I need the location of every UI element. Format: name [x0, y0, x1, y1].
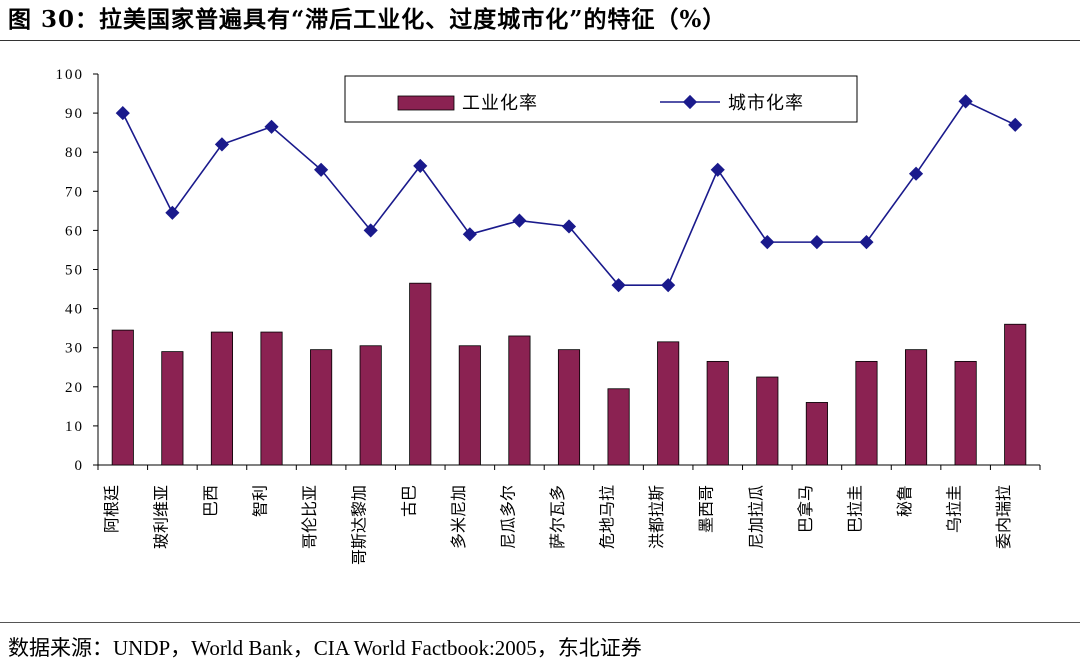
category-label: 玻利维亚	[151, 485, 170, 549]
category-label: 萨尔瓦多	[548, 485, 567, 549]
y-tick-label: 40	[65, 302, 84, 318]
bar	[458, 345, 481, 466]
y-tick-label: 60	[65, 223, 84, 239]
line-series	[115, 94, 1023, 293]
line-point-marker	[413, 158, 428, 173]
category-label: 危地马拉	[598, 485, 617, 549]
y-tick-label: 70	[65, 184, 84, 200]
chart-axes: 0 10 20 30 40 50 60 70 80 90 100	[56, 67, 1041, 474]
y-tick-label: 100	[56, 67, 85, 83]
category-label: 尼加拉瓜	[746, 485, 765, 549]
bar	[904, 349, 928, 466]
line-point-marker	[859, 235, 874, 250]
category-labels: 阿根廷 玻利维亚 巴西 智利 哥伦比亚 哥斯达黎加 古巴 多米尼加 尼瓜多尔 萨尔瓦多 危地马拉 洪都…	[102, 485, 1013, 565]
bar	[706, 360, 729, 466]
category-label: 哥斯达黎加	[350, 485, 369, 565]
category-label: 智利	[251, 485, 270, 517]
category-label: 古巴	[399, 485, 418, 517]
line-point-marker	[809, 235, 824, 250]
category-label: 洪都拉斯	[647, 485, 666, 549]
legend-line-marker	[682, 94, 698, 110]
bar	[359, 345, 382, 466]
category-label: 墨西哥	[697, 485, 716, 533]
line-point-marker	[165, 205, 180, 220]
line-point-marker	[1008, 117, 1023, 132]
series-line	[122, 100, 1016, 286]
bar	[508, 335, 531, 466]
source-note: 数据来源：UNDP，World Bank，CIA World Factbook:…	[8, 636, 642, 660]
category-label: 多米尼加	[449, 485, 468, 549]
bar	[260, 331, 283, 466]
line-point-marker	[363, 223, 378, 238]
y-tick-label: 20	[65, 380, 84, 396]
legend-bar-label: 工业化率	[462, 93, 538, 114]
category-label: 尼瓜多尔	[498, 485, 517, 549]
chart: 0 10 20 30 40 50 60 70 80 90 100 阿根廷 玻利维亚 巴西 智利 哥伦比亚 哥斯…	[56, 67, 1041, 565]
category-label: 乌拉圭	[945, 485, 964, 533]
bar	[1004, 323, 1027, 466]
category-label: 哥伦比亚	[300, 485, 319, 549]
bar	[855, 360, 878, 466]
figure-title: 图 30：拉美国家普遍具有“滞后工业化、过度城市化”的特征（%）	[8, 6, 727, 33]
title-rule	[0, 40, 1080, 41]
y-tick-label: 80	[65, 145, 84, 161]
category-label: 巴拉圭	[845, 485, 864, 533]
bar	[954, 360, 977, 466]
bar	[310, 349, 333, 466]
line-point-marker	[512, 213, 527, 228]
bar	[607, 388, 630, 466]
legend-line-label: 城市化率	[728, 93, 804, 114]
y-tick-label: 0	[75, 458, 85, 474]
category-label: 阿根廷	[102, 485, 121, 533]
line-point-marker	[462, 227, 477, 242]
bar	[409, 282, 432, 466]
y-tick-label: 30	[65, 341, 84, 357]
y-tick-label: 50	[65, 263, 84, 279]
legend-bar-swatch	[397, 95, 455, 111]
bar	[756, 376, 779, 466]
line-point-marker	[661, 278, 676, 293]
bar	[161, 351, 184, 466]
bar	[805, 402, 828, 466]
bar-series	[111, 282, 1027, 466]
y-tick-label: 10	[65, 419, 84, 435]
line-point-marker	[908, 166, 924, 181]
line-point-marker	[760, 235, 775, 250]
line-point-marker	[561, 219, 577, 234]
bar	[210, 331, 234, 466]
category-label: 秘鲁	[895, 485, 914, 517]
bar	[657, 341, 680, 466]
y-tick-label: 90	[65, 106, 84, 122]
legend: 工业化率 城市化率	[344, 75, 858, 123]
line-point-marker	[264, 119, 279, 134]
line-point-marker	[710, 162, 725, 177]
bar	[557, 349, 581, 466]
category-label: 委内瑞拉	[994, 485, 1013, 549]
line-point-marker	[958, 94, 973, 109]
line-point-marker	[214, 137, 230, 152]
category-label: 巴拿马	[796, 485, 815, 533]
line-point-marker	[611, 278, 626, 293]
source-rule	[0, 622, 1080, 623]
line-point-marker	[115, 106, 130, 121]
line-point-marker	[314, 162, 329, 177]
category-label: 巴西	[201, 485, 220, 517]
bar	[111, 329, 134, 466]
